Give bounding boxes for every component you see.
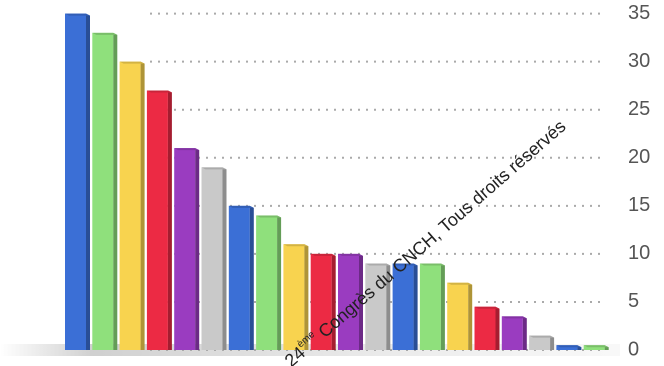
y-tick-label: 25 bbox=[628, 98, 650, 120]
bar bbox=[174, 148, 200, 350]
bar bbox=[92, 32, 118, 350]
bar bbox=[392, 263, 418, 350]
bar-side bbox=[495, 306, 500, 350]
bar-front bbox=[228, 205, 250, 350]
bar-side bbox=[86, 13, 90, 350]
bar bbox=[228, 205, 254, 350]
bar-top bbox=[65, 13, 90, 16]
bar-front bbox=[474, 306, 496, 350]
bar-side bbox=[331, 253, 336, 350]
bar-top bbox=[501, 316, 527, 319]
bar-top bbox=[365, 263, 391, 266]
bar-front bbox=[174, 148, 196, 350]
bar-front bbox=[392, 263, 414, 350]
bar-front bbox=[556, 345, 578, 350]
bar-side bbox=[140, 61, 145, 351]
bar bbox=[256, 215, 282, 350]
bar-front bbox=[65, 13, 86, 350]
bar-top bbox=[92, 32, 118, 35]
bar-side bbox=[249, 205, 254, 350]
bar-front bbox=[256, 215, 278, 350]
bar-front bbox=[583, 345, 605, 350]
y-tick-label: 10 bbox=[628, 242, 650, 264]
bar-side bbox=[550, 335, 555, 350]
bar-front bbox=[365, 263, 387, 350]
y-tick-label: 35 bbox=[628, 2, 650, 24]
bar-front bbox=[338, 253, 359, 350]
bar-side bbox=[386, 263, 391, 350]
bar-side bbox=[167, 90, 172, 350]
bar-side bbox=[304, 244, 309, 350]
bar bbox=[447, 282, 473, 350]
bar-top bbox=[474, 306, 500, 309]
bar bbox=[119, 61, 145, 351]
bar-top bbox=[556, 345, 582, 348]
bar bbox=[365, 263, 391, 350]
bar bbox=[283, 244, 309, 350]
bar-top bbox=[283, 244, 309, 247]
bar bbox=[583, 345, 609, 350]
bar-side bbox=[359, 253, 363, 350]
bar-side bbox=[113, 32, 118, 350]
bar-top bbox=[201, 167, 227, 170]
bar bbox=[310, 253, 336, 350]
bar-front bbox=[201, 167, 223, 350]
bar-front bbox=[419, 263, 441, 350]
bar-front bbox=[92, 32, 114, 350]
bar-top bbox=[146, 90, 172, 93]
bar bbox=[65, 13, 90, 350]
bar-front bbox=[119, 61, 141, 351]
bar bbox=[419, 263, 445, 350]
y-tick-label: 20 bbox=[628, 146, 650, 168]
bar-top bbox=[338, 253, 363, 256]
y-tick-label: 30 bbox=[628, 50, 650, 72]
y-axis: 0 5 10 15 20 25 30 35 bbox=[628, 2, 650, 360]
bar bbox=[338, 253, 363, 350]
bar-top bbox=[119, 61, 145, 64]
bar bbox=[556, 345, 582, 350]
bar bbox=[529, 335, 555, 350]
bar-side bbox=[468, 282, 473, 350]
bar bbox=[501, 316, 527, 350]
bar-top bbox=[310, 253, 336, 256]
y-tick-label: 15 bbox=[628, 194, 650, 216]
bar-top bbox=[228, 205, 254, 208]
bar-side bbox=[195, 148, 200, 350]
bars bbox=[65, 13, 609, 351]
bar-top bbox=[529, 335, 555, 338]
bar-side bbox=[413, 263, 418, 350]
bar-side bbox=[222, 167, 227, 350]
bar-top bbox=[256, 215, 282, 218]
bar-top bbox=[174, 148, 200, 151]
bar-front bbox=[529, 335, 551, 350]
bar bbox=[146, 90, 172, 350]
y-tick-label: 0 bbox=[628, 338, 639, 360]
bar-top bbox=[419, 263, 445, 266]
bar-side bbox=[277, 215, 282, 350]
bar-side bbox=[522, 316, 527, 350]
bar-front bbox=[146, 90, 168, 350]
bar-front bbox=[501, 316, 523, 350]
bar-side bbox=[440, 263, 445, 350]
bar bbox=[201, 167, 227, 350]
bar-front bbox=[283, 244, 305, 350]
bar-top bbox=[392, 263, 418, 266]
bar bbox=[474, 306, 500, 350]
bar-top bbox=[583, 345, 609, 348]
bar-front bbox=[310, 253, 332, 350]
bar-front bbox=[447, 282, 469, 350]
y-tick-label: 5 bbox=[628, 290, 639, 312]
bar-top bbox=[447, 282, 473, 285]
